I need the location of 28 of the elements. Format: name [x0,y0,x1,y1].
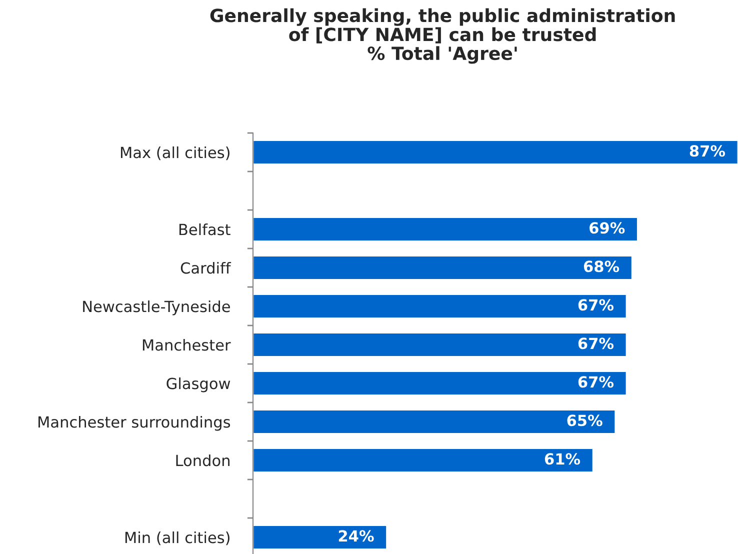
y-tick-label: Min (all cities) [125,531,230,546]
bar [253,294,628,319]
bar [253,255,633,280]
y-tick-label: Newcastle-Tyneside [83,300,230,316]
data-label: 69% [590,222,625,234]
bar [253,448,594,473]
chart-title: Generally speaking, the public administration of [CITY NAME] can be trusted % Total 'Agree' [210,8,675,64]
bar [253,332,628,358]
data-label: 67% [578,299,614,311]
data-label: 87% [690,145,726,157]
data-label: 65% [567,414,602,426]
bar [253,140,738,165]
y-tick-label: Manchester [142,338,231,351]
y-tick-label: Manchester surroundings [38,416,230,431]
y-tick-label: Belfast [179,223,230,236]
y-tick-label: Glasgow [166,377,230,392]
bar [253,370,628,396]
bar [253,409,616,434]
data-label: 67% [578,338,614,350]
data-label: 24% [338,530,374,542]
y-tick-label: Cardiff [180,262,232,274]
bar [253,524,388,550]
y-tick-label: London [176,454,230,466]
y-tick-label: Max (all cities) [120,146,230,160]
bar [253,216,638,242]
data-label: 67% [578,376,614,388]
data-label: 68% [584,260,620,272]
data-label: 61% [544,453,580,465]
